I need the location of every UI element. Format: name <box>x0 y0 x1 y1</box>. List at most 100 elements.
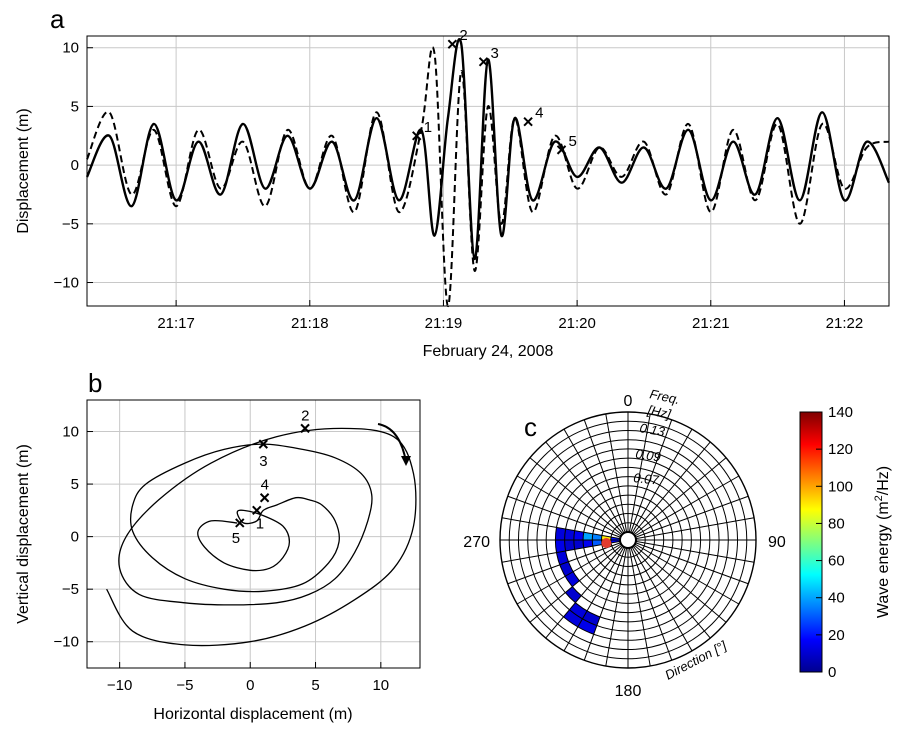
panel-c-spoke <box>632 441 711 535</box>
panel-a-xtick-label: 21:22 <box>826 315 864 332</box>
colorbar-label: Wave energy (m2/Hz) <box>873 466 892 618</box>
angle-tick-90: 90 <box>768 534 786 551</box>
polar-center <box>619 531 637 549</box>
panel-a-ytick-label: 10 <box>62 40 79 57</box>
panel-c-cell <box>564 528 575 540</box>
panel-a-marker <box>556 145 567 155</box>
panel-c-cell <box>556 551 569 565</box>
angle-tick-180: 180 <box>615 683 642 700</box>
freq-tick-013: 0.13 <box>638 420 666 439</box>
panel-a-marker-label: 4 <box>535 105 543 122</box>
panel-a-xtick-label: 21:19 <box>425 315 463 332</box>
panel-c-cell <box>563 609 583 627</box>
freq-tick-007: 0.07 <box>633 470 660 488</box>
panel-a-marker <box>478 57 489 67</box>
panel-c-spoke <box>501 517 621 540</box>
panel-c-spoke <box>631 546 693 652</box>
panel-b-marker <box>259 493 270 503</box>
panel-a-marker-label: 1 <box>424 119 432 136</box>
freq-tick-009: 0.09 <box>635 446 662 464</box>
panel-c-spoke <box>507 542 621 585</box>
panel-c-spoke <box>634 543 740 605</box>
panel-b-marker <box>235 518 245 528</box>
panel-c-spoke <box>563 428 625 534</box>
panel-c-cell <box>583 532 593 540</box>
panel-b-ylabel: Vertical displacement (m) <box>15 444 32 624</box>
panel-b-ytick-label: 5 <box>71 476 79 493</box>
panel-c-spoke <box>630 419 673 533</box>
panel-a-frame <box>86 35 890 307</box>
panel-c-cell <box>565 586 582 603</box>
panel-label-c: c <box>524 412 537 442</box>
panel-a-ytick-label: −5 <box>62 216 79 233</box>
panel-c-spoke <box>545 441 624 535</box>
panel-b-ytick-label: 0 <box>71 529 79 546</box>
panel-c-polar: 0 90 180 270 Freq. [Hz] 0.13 0.09 0.07 D… <box>463 386 786 700</box>
panel-a-ylabel: Displacement (m) <box>15 108 32 233</box>
panel-b-marker <box>300 423 310 434</box>
panel-b-marker <box>258 439 269 449</box>
colorbar-tick-label: 20 <box>828 627 845 644</box>
panel-b-ticks: −10 −5 0 5 10 10 5 0 −5 −10 <box>54 424 390 694</box>
panel-b-ytick-label: −5 <box>62 581 79 598</box>
panel-c-spoke <box>628 547 651 667</box>
panel-c-spoke <box>635 540 755 563</box>
panel-c-cells <box>555 527 621 635</box>
panel-c-spoke <box>529 457 623 536</box>
panel-c-grid <box>499 411 757 669</box>
panel-a-ytick-label: 5 <box>71 98 79 115</box>
panel-c-spoke <box>516 475 622 537</box>
panel-c-spoke <box>633 457 727 536</box>
panel-b-ytick-label: 10 <box>62 424 79 441</box>
panel-c-spoke <box>583 419 626 533</box>
colorbar-tick-label: 80 <box>828 515 845 532</box>
panel-a-ticks: 21:17 21:18 21:19 21:20 21:21 21:22 10 5 0 −5 −10 <box>54 40 864 332</box>
panel-c-spoke <box>628 413 651 533</box>
panel-label-b: b <box>88 368 102 398</box>
panel-c-cell <box>565 571 580 587</box>
panel-b-orbit: 1 2 3 4 5 −10 −5 0 5 10 10 5 0 −5 −10 Horizontal disp… <box>15 399 421 723</box>
panel-b-xtick-label: 0 <box>246 677 254 694</box>
panel-b-marker-label: 4 <box>261 477 269 494</box>
panel-a-ytick-label: −10 <box>54 275 79 292</box>
panel-b-ytick-label: −10 <box>54 634 79 651</box>
panel-c-cell <box>582 610 601 626</box>
panel-a-xtick-label: 21:17 <box>157 315 195 332</box>
panel-c-spoke <box>605 547 628 667</box>
panel-a-series-solid <box>85 38 891 261</box>
colorbar: 0 20 40 60 80 100 120 140 Wave energy (m2/Hz) <box>799 404 892 681</box>
colorbar-tick-label: 40 <box>828 590 845 607</box>
panel-c-spoke <box>516 543 622 605</box>
panel-b-marker <box>252 505 262 516</box>
panel-b-xtick-label: 5 <box>311 677 319 694</box>
panel-c-spoke <box>545 545 624 639</box>
colorbar-tick-label: 140 <box>828 404 853 421</box>
panel-b-xtick-label: 10 <box>372 677 389 694</box>
colorbar-tick-label: 60 <box>828 553 845 570</box>
panel-c-cell <box>573 530 584 540</box>
panel-a-series-dashed <box>86 46 890 308</box>
panel-c-spoke <box>635 495 749 538</box>
panel-c-spoke <box>605 413 628 533</box>
colorbar-gradient <box>799 411 823 673</box>
panel-a-marker <box>447 39 458 49</box>
arrow-head-icon <box>401 456 411 466</box>
panel-b-marker-label: 3 <box>259 453 267 470</box>
panel-a-xtick-label: 21:18 <box>291 315 329 332</box>
panel-a-marker <box>523 116 533 127</box>
panel-b-markers: 1 2 3 4 5 <box>232 407 310 547</box>
panel-c-spoke <box>529 544 623 623</box>
panel-a-marker-label: 5 <box>569 133 577 150</box>
panel-c-spoke <box>631 428 693 534</box>
panel-label-a: a <box>50 4 65 34</box>
panel-a-series <box>85 38 891 308</box>
panel-c-spoke <box>634 475 740 537</box>
panel-a-ytick-label: 0 <box>71 157 79 174</box>
panel-c-cell <box>555 540 566 553</box>
panel-c-spoke <box>583 547 626 661</box>
panel-a-xtick-label: 21:21 <box>692 315 730 332</box>
panel-b-marker-label: 1 <box>256 515 264 532</box>
panel-a-xtick-label: 21:20 <box>558 315 596 332</box>
freq-unit: [Hz] <box>645 402 672 422</box>
